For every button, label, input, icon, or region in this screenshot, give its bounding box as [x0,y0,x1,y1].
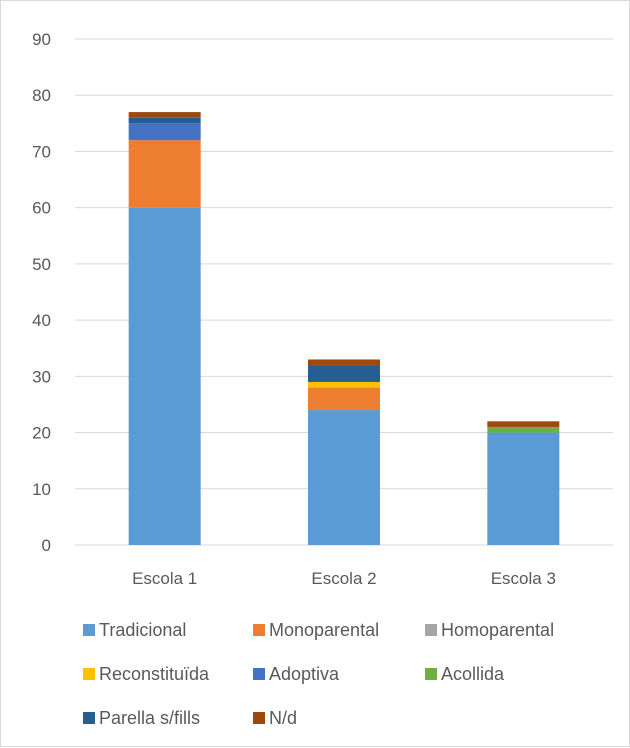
legend-swatch-parella-s-fills [83,712,95,724]
y-axis-ticks: 0 10 20 30 40 50 60 70 80 90 [32,30,51,555]
x-tick-label: Escola 3 [491,569,556,588]
bar-tradicional-escola-2 [308,410,380,545]
y-tick-label: 10 [32,480,51,499]
y-tick-label: 50 [32,255,51,274]
bar-monoparental-escola-1 [128,140,201,208]
x-axis-ticks: Escola 1 Escola 2 Escola 3 [132,569,556,588]
x-tick-label: Escola 1 [132,569,197,588]
legend-swatch-reconstituida [83,668,95,680]
x-tick-label: Escola 2 [311,569,376,588]
bar-monoparental-escola-2 [308,387,380,411]
bar-n-d-escola-2 [308,359,380,366]
bars [128,112,560,545]
y-tick-label: 60 [32,199,51,218]
bar-adoptiva-escola-1 [128,123,201,141]
bar-parella-s-fills-escola-2 [308,365,380,382]
legend-swatch-homoparental [425,624,437,636]
y-tick-label: 90 [32,30,51,49]
legend-label-monoparental: Monoparental [269,620,379,640]
legend: Tradicional Monoparental Homoparental Recon… [83,620,554,728]
legend-swatch-tradicional [83,624,95,636]
bar-tradicional-escola-3 [487,432,560,545]
y-tick-label: 20 [32,424,51,443]
bar-tradicional-escola-1 [128,207,201,545]
y-tick-label: 30 [32,367,51,386]
legend-label-homoparental: Homoparental [441,620,554,640]
bar-acollida-escola-3 [487,426,560,433]
bar-n-d-escola-1 [128,112,201,118]
legend-label-acollida: Acollida [441,664,505,684]
bar-parella-s-fills-escola-1 [128,117,201,124]
legend-swatch-adoptiva [253,668,265,680]
y-tick-label: 80 [32,86,51,105]
bar-reconstituida-escola-2 [308,381,380,388]
legend-label-adoptiva: Adoptiva [269,664,340,684]
legend-swatch-acollida [425,668,437,680]
y-tick-label: 0 [42,536,51,555]
legend-label-n-d: N/d [269,708,297,728]
legend-label-reconstituida: Reconstituïda [99,664,210,684]
bar-n-d-escola-3 [487,421,560,427]
y-tick-label: 70 [32,142,51,161]
legend-label-parella-s-fills: Parella s/fills [99,708,200,728]
legend-label-tradicional: Tradicional [99,620,186,640]
y-tick-label: 40 [32,311,51,330]
legend-swatch-monoparental [253,624,265,636]
legend-swatch-n-d [253,712,265,724]
